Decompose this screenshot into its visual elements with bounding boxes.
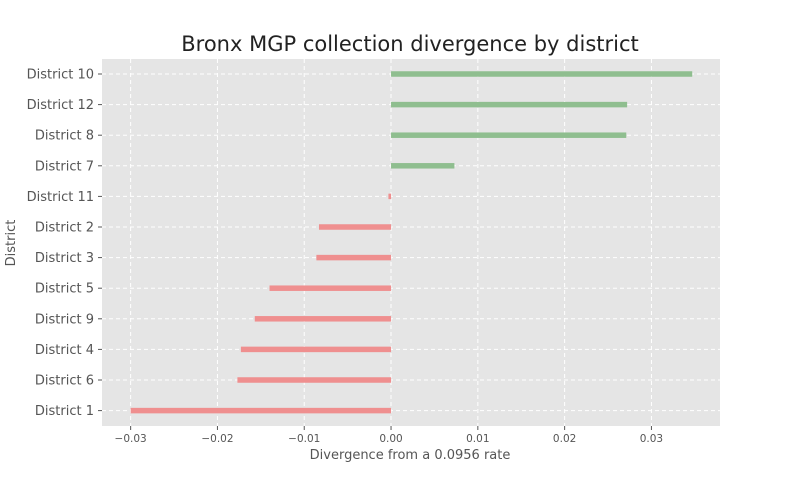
bar-district-3 [316,254,392,261]
bar-district-8 [391,132,627,138]
y-tick-label: District 5 [35,282,94,297]
x-tick-label: 0.00 [379,433,402,445]
x-tick-label: 0.03 [640,433,663,445]
bar-district-11 [388,193,392,200]
x-tick-label: −0.03 [115,433,147,445]
x-tick-label: −0.02 [201,433,233,445]
x-tick-label: −0.01 [288,433,320,445]
y-tick-label: District 6 [35,374,94,389]
y-tick-label: District 11 [27,190,94,205]
plot-background [102,59,720,426]
y-tick-label: District 4 [35,343,94,358]
y-tick-label: District 10 [27,68,94,83]
y-axis-label: District [4,220,19,267]
bar-district-5 [269,285,392,291]
y-tick-label: District 1 [35,404,94,419]
y-tick-label: District 12 [27,98,94,113]
bar-district-12 [391,101,628,108]
x-axis-label: Divergence from a 0.0956 rate [310,448,511,463]
chart-title: Bronx MGP collection divergence by distr… [181,32,639,56]
y-tick-label: District 7 [35,159,94,174]
bar-district-10 [391,71,693,77]
x-tick-label: 0.02 [553,433,576,445]
y-tick-label: District 2 [35,221,94,236]
x-axis-ticks: −0.03 −0.02 −0.01 0.00 0.01 0.02 0.03 [115,426,663,445]
bar-district-2 [318,224,392,230]
bar-district-4 [240,346,392,353]
bar-district-9 [254,316,392,322]
bar-district-7 [391,163,455,169]
y-axis-ticks: District 10 District 12 District 8 District… [27,68,102,419]
bars [130,71,693,414]
x-tick-label: 0.01 [466,433,489,445]
y-tick-label: District 8 [35,129,94,144]
y-tick-label: District 3 [35,251,94,266]
bar-district-1 [130,407,392,414]
y-tick-label: District 9 [35,312,94,327]
bar-district-6 [237,377,392,383]
